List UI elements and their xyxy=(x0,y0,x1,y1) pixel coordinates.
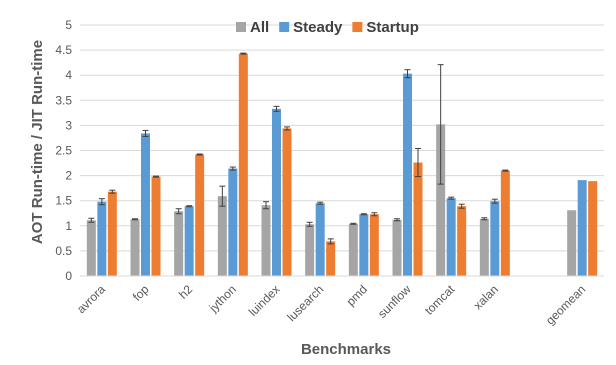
bar xyxy=(348,223,358,276)
bar xyxy=(403,73,412,276)
x-tick-label: luindex xyxy=(246,282,283,319)
bar xyxy=(272,108,281,276)
y-axis-label: AOT Run-time / JIT Run-time xyxy=(29,40,46,244)
bar xyxy=(588,181,598,276)
y-tick-label: 4.5 xyxy=(55,43,72,57)
y-tick-label: 5 xyxy=(65,18,72,32)
bar xyxy=(86,220,96,276)
y-tick-label: 4 xyxy=(65,68,72,82)
legend-label: All xyxy=(250,19,269,36)
bar xyxy=(315,203,325,276)
bar xyxy=(479,218,489,276)
bar xyxy=(107,191,117,276)
bar xyxy=(195,154,205,276)
bar xyxy=(151,176,161,276)
y-tick-label: 3 xyxy=(65,118,72,132)
bar xyxy=(413,162,423,276)
bar xyxy=(500,170,510,276)
bar xyxy=(184,206,194,276)
bar xyxy=(238,53,248,276)
y-tick-label: 0.5 xyxy=(55,244,72,258)
y-tick-label: 2 xyxy=(65,169,72,183)
x-tick-label: pmd xyxy=(344,282,370,308)
bar xyxy=(436,124,446,277)
y-tick-label: 1.5 xyxy=(55,194,72,208)
bar xyxy=(97,201,107,276)
bar xyxy=(305,224,315,276)
legend-label: Steady xyxy=(293,19,343,36)
x-tick-label: sunflow xyxy=(375,282,414,321)
x-tick-label: lusearch xyxy=(284,282,326,324)
x-tick-label: h2 xyxy=(176,282,196,302)
bar xyxy=(261,205,271,276)
bar xyxy=(577,180,587,276)
gridlines xyxy=(80,24,604,252)
y-tick-label: 0 xyxy=(65,269,72,283)
bar xyxy=(282,128,292,276)
bar xyxy=(446,198,456,276)
bar xyxy=(130,219,140,276)
legend-swatch xyxy=(236,22,246,32)
y-tick-label: 1 xyxy=(65,219,72,233)
y-tick-label: 3.5 xyxy=(55,93,72,107)
legend: All Steady Startup xyxy=(236,19,419,36)
legend-swatch xyxy=(279,22,290,32)
bar xyxy=(567,210,577,276)
legend-label: Startup xyxy=(366,19,419,36)
bar xyxy=(326,241,336,276)
x-tick-label: fop xyxy=(130,282,152,304)
bar xyxy=(369,214,379,276)
x-tick-label: xalan xyxy=(471,282,501,312)
bar xyxy=(392,219,402,276)
x-tick-label: geomean xyxy=(543,282,588,327)
bar xyxy=(359,214,369,276)
y-axis-ticks: 0 0.5 1 1.5 2 2.5 3 3.5 4 4.5 5 xyxy=(55,18,72,283)
x-axis-ticks: avrora fop h2 jython luindex lusearch pmd sunfl… xyxy=(74,282,588,328)
bar xyxy=(457,206,467,276)
x-tick-label: jython xyxy=(206,282,239,315)
bar xyxy=(174,211,184,276)
bar xyxy=(490,201,500,276)
bar xyxy=(217,196,227,276)
x-axis-label: Benchmarks xyxy=(301,341,391,358)
bar xyxy=(228,168,238,276)
legend-swatch xyxy=(352,22,363,32)
bars xyxy=(86,52,598,277)
y-tick-label: 2.5 xyxy=(55,144,72,158)
x-tick-label: avrora xyxy=(74,282,108,316)
bar xyxy=(141,133,150,276)
x-tick-label: tomcat xyxy=(422,282,458,318)
